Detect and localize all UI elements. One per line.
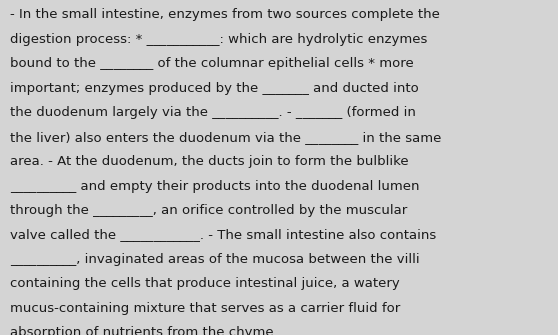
Text: the liver) also enters the duodenum via the ________ in the same: the liver) also enters the duodenum via … [10, 131, 441, 144]
Text: containing the cells that produce intestinal juice, a watery: containing the cells that produce intest… [10, 277, 400, 290]
Text: digestion process: * ___________: which are hydrolytic enzymes: digestion process: * ___________: which … [10, 33, 427, 46]
Text: mucus-containing mixture that serves as a carrier fluid for: mucus-containing mixture that serves as … [10, 302, 400, 315]
Text: absorption of nutrients from the chyme.: absorption of nutrients from the chyme. [10, 326, 278, 335]
Text: - In the small intestine, enzymes from two sources complete the: - In the small intestine, enzymes from t… [10, 8, 440, 21]
Text: area. - At the duodenum, the ducts join to form the bulblike: area. - At the duodenum, the ducts join … [10, 155, 408, 168]
Text: the duodenum largely via the __________. - _______ (formed in: the duodenum largely via the __________.… [10, 106, 416, 119]
Text: __________, invaginated areas of the mucosa between the villi: __________, invaginated areas of the muc… [10, 253, 420, 266]
Text: __________ and empty their products into the duodenal lumen: __________ and empty their products into… [10, 180, 420, 193]
Text: bound to the ________ of the columnar epithelial cells * more: bound to the ________ of the columnar ep… [10, 57, 414, 70]
Text: valve called the ____________. - The small intestine also contains: valve called the ____________. - The sma… [10, 228, 436, 242]
Text: through the _________, an orifice controlled by the muscular: through the _________, an orifice contro… [10, 204, 407, 217]
Text: important; enzymes produced by the _______ and ducted into: important; enzymes produced by the _____… [10, 82, 419, 95]
